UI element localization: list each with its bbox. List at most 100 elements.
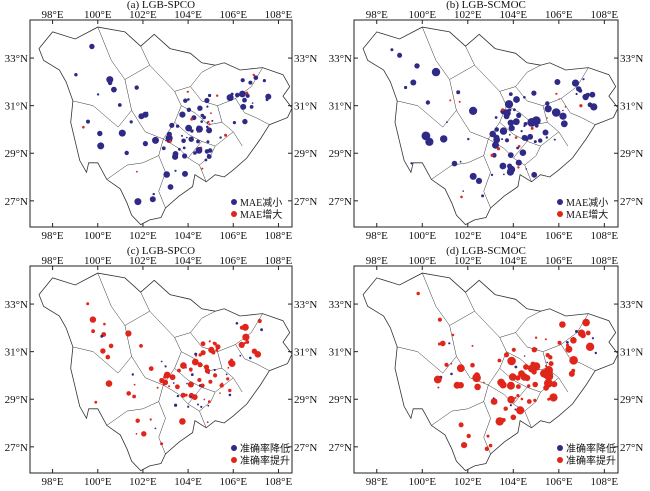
y-tick-label: 33°N xyxy=(294,53,317,65)
y-tick-label: 27°N xyxy=(294,442,317,454)
station-marker xyxy=(240,103,247,110)
station-marker xyxy=(219,392,221,394)
station-marker xyxy=(542,129,549,136)
legend-swatch xyxy=(557,211,563,217)
district-boundary xyxy=(97,27,150,80)
station-marker xyxy=(564,105,567,108)
station-marker xyxy=(515,375,521,381)
station-marker xyxy=(265,93,272,100)
station-marker xyxy=(186,90,189,93)
station-marker xyxy=(449,99,452,102)
x-tick-label: 108°E xyxy=(265,255,293,267)
station-marker xyxy=(531,347,537,353)
station-marker xyxy=(513,108,516,112)
map-frame xyxy=(29,19,293,228)
station-marker xyxy=(504,100,514,109)
station-marker xyxy=(185,124,193,132)
station-marker xyxy=(509,404,512,407)
station-marker xyxy=(511,347,516,352)
district-boundary xyxy=(106,155,159,180)
legend-label: 准确率提升 xyxy=(566,454,616,467)
station-marker xyxy=(174,169,177,172)
station-marker xyxy=(208,123,211,126)
station-marker xyxy=(139,344,143,348)
x-tick-label: 100°E xyxy=(408,255,436,267)
station-marker xyxy=(206,125,209,129)
station-marker xyxy=(514,396,517,399)
station-marker xyxy=(520,130,523,133)
station-marker xyxy=(397,52,403,58)
x-tick-label: 108°E xyxy=(265,230,293,242)
legend-label: 准确率降低 xyxy=(240,442,290,455)
station-marker xyxy=(437,386,440,389)
station-marker xyxy=(156,386,159,389)
station-marker xyxy=(494,127,500,132)
legend-swatch xyxy=(557,457,563,463)
station-marker xyxy=(506,168,514,176)
district-boundary xyxy=(199,165,207,182)
station-marker xyxy=(501,138,504,141)
panel-title: (b) LGB-SCMOC xyxy=(446,0,526,11)
station-marker xyxy=(475,177,483,184)
station-marker xyxy=(484,446,490,451)
station-marker xyxy=(516,394,520,398)
station-marker xyxy=(200,383,205,388)
station-marker xyxy=(499,162,507,170)
station-marker xyxy=(176,394,180,398)
station-marker xyxy=(517,145,521,148)
x-tick-label: 102°E xyxy=(454,230,482,242)
station-marker xyxy=(191,129,194,132)
station-marker xyxy=(456,90,461,95)
station-marker xyxy=(514,408,517,411)
region-boundary xyxy=(362,26,619,226)
station-marker xyxy=(493,136,501,144)
station-marker xyxy=(582,93,589,101)
station-marker xyxy=(525,168,528,170)
station-marker xyxy=(545,136,548,139)
station-marker xyxy=(565,343,570,347)
map-panel: (a) LGB-SPCO 98°E 98°E 100°E 100°E 102°E 102°E… xyxy=(5,0,318,242)
station-marker xyxy=(197,105,203,111)
station-marker xyxy=(197,403,199,406)
station-marker xyxy=(180,392,186,398)
district-boundary xyxy=(199,411,207,428)
station-marker xyxy=(512,118,520,126)
station-marker xyxy=(527,384,531,388)
station-marker xyxy=(523,96,526,99)
station-marker xyxy=(527,364,536,373)
station-marker xyxy=(555,92,558,95)
station-marker xyxy=(200,350,206,356)
station-marker xyxy=(226,94,234,102)
station-marker xyxy=(126,391,131,396)
station-marker xyxy=(129,120,133,124)
district-boundary xyxy=(542,351,569,393)
station-marker xyxy=(207,404,210,407)
x-tick-label: 102°E xyxy=(129,230,157,242)
station-marker xyxy=(492,141,499,149)
station-marker xyxy=(182,153,188,159)
station-marker xyxy=(481,194,485,198)
x-tick-label: 98°E xyxy=(366,476,388,488)
station-marker xyxy=(239,354,242,357)
x-tick-label: 102°E xyxy=(454,9,482,21)
station-marker xyxy=(74,73,78,77)
district-boundary xyxy=(217,105,243,147)
x-tick-label: 106°E xyxy=(545,255,573,267)
station-marker xyxy=(589,91,596,98)
station-marker xyxy=(100,348,106,354)
station-marker xyxy=(224,133,228,137)
station-marker xyxy=(547,397,551,401)
station-marker xyxy=(571,79,580,87)
station-marker xyxy=(196,139,200,144)
y-tick-label: 31°N xyxy=(5,101,28,113)
x-tick-label: 98°E xyxy=(366,9,388,21)
station-marker xyxy=(249,105,254,109)
station-marker xyxy=(520,373,529,381)
district-boundary xyxy=(431,155,484,180)
station-marker xyxy=(175,124,180,128)
station-marker xyxy=(118,129,126,137)
legend-swatch xyxy=(557,199,563,205)
station-marker xyxy=(133,383,136,386)
station-marker xyxy=(188,392,195,399)
station-marker xyxy=(200,120,203,123)
